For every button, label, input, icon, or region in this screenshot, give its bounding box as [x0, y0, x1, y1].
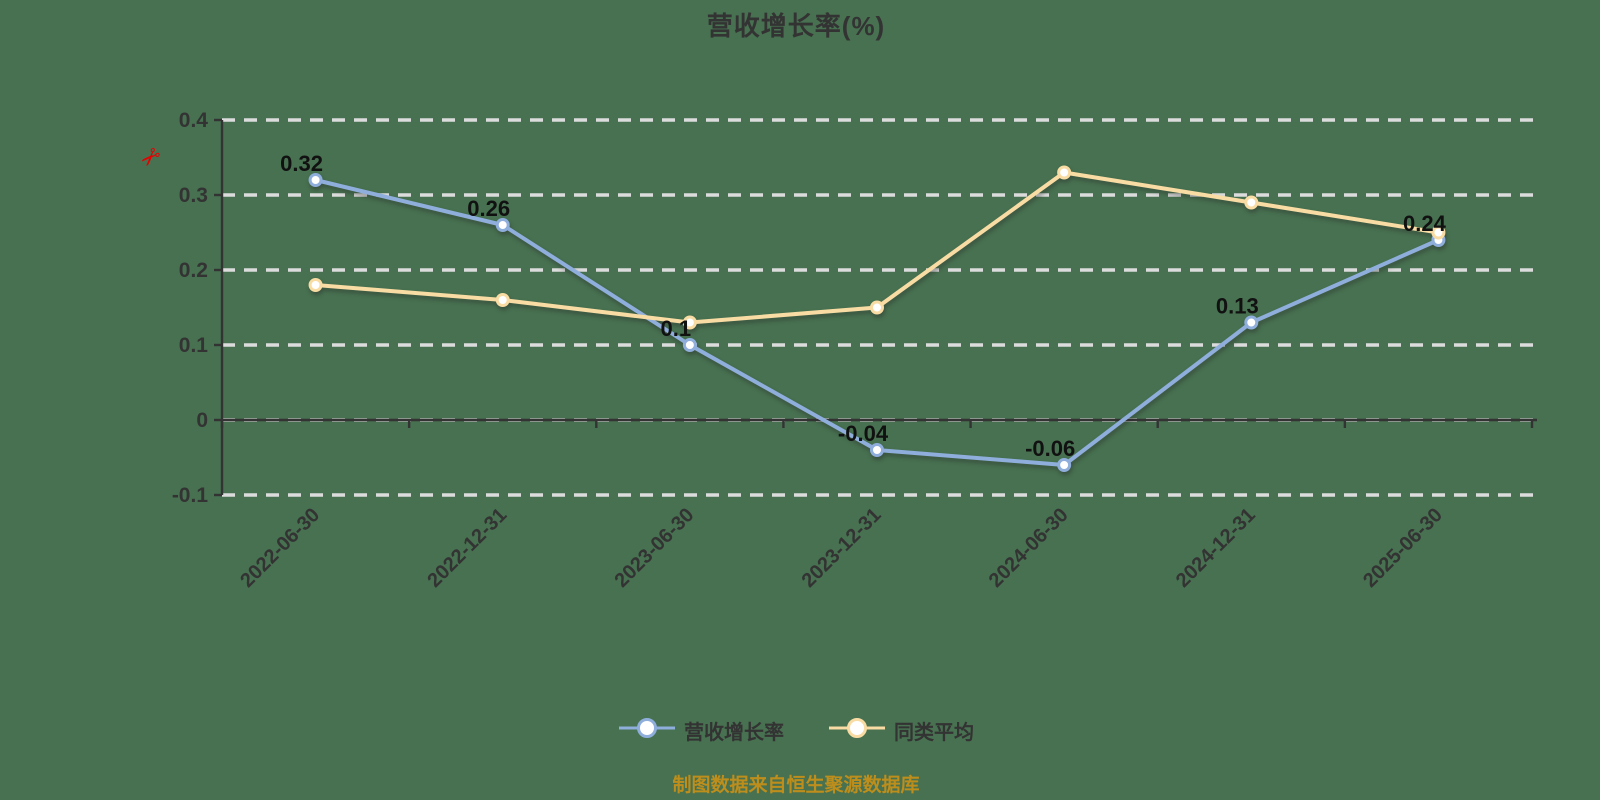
y-axis-label: 0.4 — [179, 109, 209, 132]
data-point-marker[interactable] — [495, 218, 510, 232]
data-point-marker[interactable] — [1431, 225, 1446, 240]
data-point-marker[interactable] — [1057, 165, 1072, 180]
data-point-marker[interactable] — [1244, 315, 1259, 330]
data-point-label: 0.1 — [661, 316, 692, 341]
data-point-marker[interactable] — [870, 300, 884, 315]
y-axis-label: 0.3 — [179, 184, 208, 207]
legend-marker-gold-circle-icon — [828, 717, 886, 744]
data-point-marker[interactable] — [495, 293, 510, 307]
data-source-note: 制图数据来自恒生聚源数据库 — [672, 775, 920, 796]
data-point-label: -0.06 — [1025, 436, 1075, 461]
legend-marker-blue-circle-icon — [618, 717, 676, 744]
data-point-marker[interactable] — [682, 315, 697, 330]
data-point-label: 0.32 — [280, 151, 323, 176]
data-point-marker[interactable] — [1057, 458, 1072, 472]
data-point-marker[interactable] — [308, 173, 323, 187]
series-group — [308, 165, 1446, 472]
data-point-marker[interactable] — [870, 443, 884, 457]
legend-item-revenue-growth[interactable]: 营收增长率 — [618, 716, 784, 745]
data-point-label: -0.04 — [838, 421, 889, 446]
data-point-marker[interactable] — [682, 338, 697, 352]
legend-label: 营收增长率 — [684, 722, 784, 744]
x-axis-label: 2024-12-31 — [1172, 504, 1260, 592]
x-axis-label: 2023-12-31 — [798, 504, 886, 592]
chart-legend: 营收增长率 同类平均 — [0, 716, 1592, 745]
x-axis-label: 2022-06-30 — [236, 504, 324, 592]
x-axis-label: 2025-06-30 — [1359, 504, 1447, 592]
y-axis-label: 0 — [196, 409, 208, 432]
x-axis-label: 2022-12-31 — [423, 504, 511, 592]
data-point-marker[interactable] — [308, 278, 323, 292]
y-axis-label: 0.2 — [179, 259, 208, 282]
data-point-label: 0.13 — [1216, 294, 1259, 319]
legend-label: 同类平均 — [894, 722, 974, 744]
data-point-marker[interactable] — [1244, 195, 1259, 210]
data-point-label: 0.26 — [467, 196, 510, 221]
y-axis-label: 0.1 — [179, 334, 209, 357]
series-line-1 — [313, 170, 1441, 325]
y-axis-label: -0.1 — [172, 484, 209, 507]
data-point-label: 0.24 — [1403, 211, 1447, 236]
chart-title: 营收增长率(%) — [706, 11, 886, 41]
x-axis-label: 2023-06-30 — [610, 504, 698, 592]
legend-item-peer-average[interactable]: 同类平均 — [828, 716, 974, 745]
x-axis-label: 2024-06-30 — [985, 504, 1073, 592]
